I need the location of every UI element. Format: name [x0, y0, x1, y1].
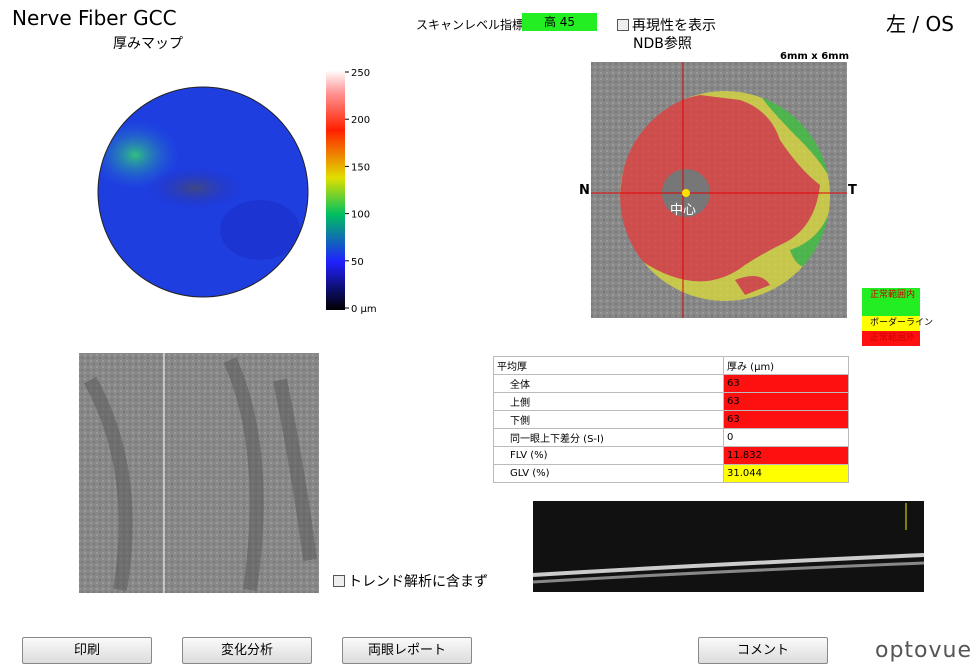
row-label: GLV (%) — [493, 464, 724, 483]
table-row: 全体 63 — [493, 374, 849, 393]
colorbar-label: 0 µm — [351, 304, 377, 315]
nasal-label: N — [579, 183, 590, 198]
row-value: 63 — [723, 392, 849, 411]
row-label: 下側 — [493, 410, 724, 429]
colorbar-label: 50 — [351, 257, 364, 268]
table-row: FLV (%) 11.832 — [493, 446, 849, 465]
row-value: 63 — [723, 410, 849, 429]
table-row: 上側 63 — [493, 392, 849, 411]
table-row: 下側 63 — [493, 410, 849, 429]
subtitle: 厚みマップ — [113, 36, 183, 52]
both-eyes-report-button[interactable]: 両眼レポート — [342, 637, 472, 664]
row-value: 31.044 — [723, 464, 849, 483]
colorbar — [326, 70, 345, 310]
title: Nerve Fiber GCC — [12, 6, 177, 30]
comment-button[interactable]: コメント — [698, 637, 828, 664]
change-analysis-button[interactable]: 変化分析 — [182, 637, 312, 664]
bscan-image — [532, 501, 925, 592]
row-label: 上側 — [493, 392, 724, 411]
table-row: GLV (%) 31.044 — [493, 464, 849, 483]
thickness-map — [98, 87, 308, 297]
row-value: 0 — [723, 428, 849, 447]
temporal-label: T — [848, 183, 857, 198]
fundus-image — [591, 62, 847, 318]
center-label: 中心 — [670, 203, 696, 218]
colorbar-label: 150 — [351, 162, 370, 173]
eye: 左 / OS — [886, 12, 954, 36]
fundus-size: 6mm x 6mm — [780, 51, 849, 62]
row-label: 全体 — [493, 374, 724, 393]
legend-item: 正常範囲外 — [862, 331, 920, 346]
scan-quality-label: スキャンレベル指標 — [416, 18, 525, 32]
reproducibility-checkbox[interactable]: 再現性を表示 — [617, 15, 716, 35]
scan-quality-value: 高 45 — [522, 13, 597, 31]
legend-item: ボーダーライン — [862, 316, 933, 331]
logo: optovue — [875, 638, 973, 663]
header-cell: 厚み (µm) — [723, 356, 849, 375]
colorbar-label: 100 — [351, 210, 370, 221]
ndb-reference: NDB参照 — [633, 36, 692, 52]
trend-checkbox[interactable]: トレンド解析に含まず — [333, 571, 488, 591]
header-cell: 平均厚 — [493, 356, 724, 375]
checkbox-label: 再現性を表示 — [632, 18, 716, 34]
colorbar-label: 250 — [351, 68, 370, 79]
table-row: 同一眼上下差分 (S-I) 0 — [493, 428, 849, 447]
legend-item: 正常範囲内 — [862, 288, 920, 316]
colorbar-label: 200 — [351, 115, 370, 126]
print-button[interactable]: 印刷 — [22, 637, 152, 664]
checkbox-label: トレンド解析に含まず — [348, 574, 488, 590]
table-header: 平均厚 厚み (µm) — [493, 356, 849, 375]
row-value: 63 — [723, 374, 849, 393]
thickness-table: 平均厚 厚み (µm) 全体 63 上側 63 下側 63 同一眼上下差分 (S-I) 0 FLV … — [493, 356, 849, 483]
row-label: FLV (%) — [493, 446, 724, 465]
row-value: 11.832 — [723, 446, 849, 465]
row-label: 同一眼上下差分 (S-I) — [493, 428, 724, 447]
enface-image — [79, 353, 319, 593]
